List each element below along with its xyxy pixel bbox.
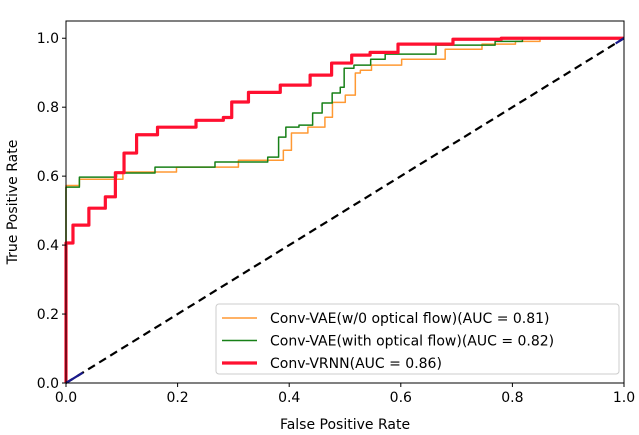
- legend-label: Conv-VRNN(AUC = 0.86): [270, 356, 442, 372]
- x-tick-label: 0.2: [166, 390, 188, 406]
- diagonal-start-segment: [65, 371, 84, 384]
- x-tick-label: 0.8: [501, 390, 523, 406]
- plot-frame: [65, 20, 625, 384]
- x-tick-label: 0.4: [278, 390, 300, 406]
- y-tick-label: 0.8: [37, 100, 59, 116]
- legend-label: Conv-VAE(w/0 optical flow)(AUC = 0.81): [270, 311, 550, 327]
- x-axis-label: False Positive Rate: [280, 417, 410, 433]
- chance-diagonal-line: [65, 37, 625, 384]
- y-tick-label: 0.0: [37, 376, 59, 392]
- legend: Conv-VAE(w/0 optical flow)(AUC = 0.81) Co…: [215, 303, 620, 375]
- x-tick-label: 0.6: [390, 390, 412, 406]
- y-tick-label: 0.6: [37, 169, 59, 185]
- y-tick-label: 0.4: [37, 238, 59, 254]
- y-tick-label: 1.0: [37, 31, 59, 47]
- diagonal-end-segment: [615, 37, 625, 45]
- roc-curve-3: [64, 36, 624, 383]
- x-tick-label: 1.0: [613, 390, 635, 406]
- x-tick-label: 0.0: [55, 390, 77, 406]
- y-tick-label: 0.2: [37, 307, 59, 323]
- y-axis-label: True Positive Rate: [5, 140, 21, 266]
- legend-label: Conv-VAE(with optical flow)(AUC = 0.82): [270, 334, 554, 350]
- roc-curve-2: [65, 37, 624, 383]
